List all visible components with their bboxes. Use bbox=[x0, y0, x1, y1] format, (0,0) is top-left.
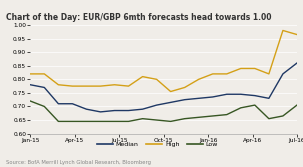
Text: Source: BofA Merrill Lynch Global Research, Bloomberg: Source: BofA Merrill Lynch Global Resear… bbox=[6, 160, 151, 165]
Text: Chart of the Day: EUR/GBP 6mth forecasts head towards 1.00: Chart of the Day: EUR/GBP 6mth forecasts… bbox=[6, 13, 271, 22]
Legend: Median, High, Low: Median, High, Low bbox=[95, 139, 221, 150]
